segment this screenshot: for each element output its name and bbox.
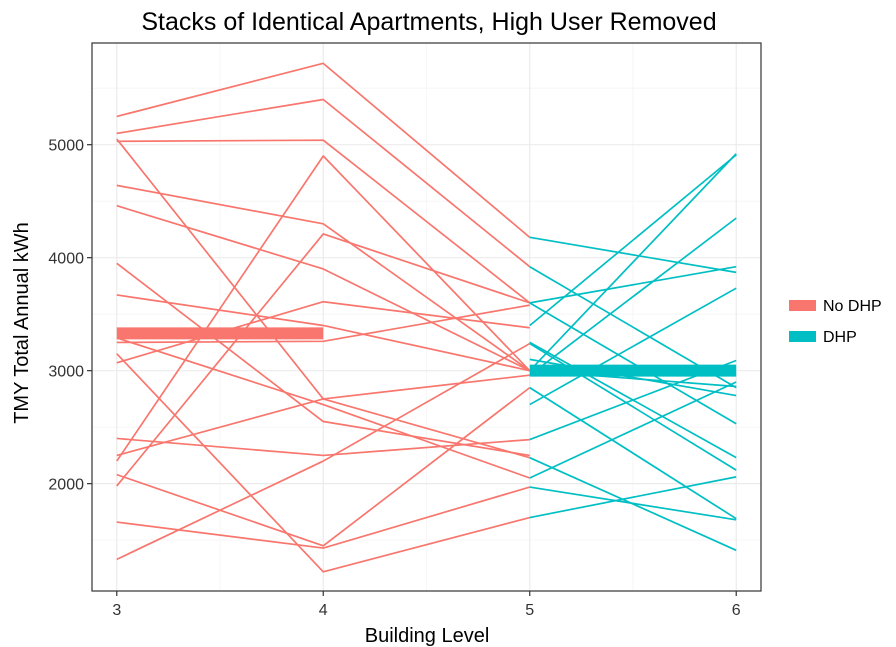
no-dhp-series-line [116, 139, 531, 304]
x-tick-label: 6 [732, 602, 741, 619]
no-dhp-series-line [116, 486, 530, 549]
dhp-series-line [529, 154, 737, 327]
no-dhp-series-line [116, 386, 531, 547]
grid [92, 43, 761, 591]
x-tick-label: 4 [319, 602, 328, 619]
dhp-series-line [529, 287, 737, 406]
axis-ticks: 3 4 5 6 2000 3000 4000 5000 [48, 138, 740, 619]
plot-panel [91, 42, 762, 592]
dhp-series-line [529, 386, 737, 520]
no-dhp-series-line [116, 204, 531, 372]
no-dhp-series-line [116, 342, 531, 561]
legend-swatch-dhp [789, 331, 816, 342]
data-lines [116, 62, 737, 573]
dhp-series-line [529, 342, 737, 471]
dhp-series-line [529, 153, 737, 372]
no-dhp-series-line [116, 233, 531, 487]
dhp-series-line [529, 381, 737, 479]
dhp-series-line [529, 486, 737, 521]
no-dhp-series-line [116, 62, 531, 238]
dhp-series-line [529, 236, 737, 274]
y-tick-label: 3000 [48, 364, 84, 381]
no-dhp-series-line [116, 98, 531, 268]
no-dhp-series-line [116, 437, 530, 457]
mean-lines [116, 327, 737, 377]
legend-swatch-no-dhp [789, 300, 816, 311]
x-tick-label: 5 [525, 602, 534, 619]
x-tick-label: 3 [112, 602, 121, 619]
legend-label-no-dhp: No DHP [823, 298, 882, 315]
dhp-series-line [529, 302, 737, 425]
legend-label-dhp: DHP [823, 329, 857, 346]
no-dhp-series-line [116, 155, 531, 462]
chart-title: Stacks of Identical Apartments, High Use… [141, 8, 716, 36]
dhp-series-line [529, 476, 737, 519]
y-tick-label: 4000 [48, 251, 84, 268]
y-axis-title: TMY Total Annual kWh [11, 222, 33, 424]
y-tick-label: 5000 [48, 138, 84, 155]
legend: No DHP DHP [786, 289, 882, 353]
no-dhp-series-line [116, 294, 530, 372]
no-dhp-series-line [116, 300, 530, 364]
x-axis-title: Building Level [365, 625, 490, 647]
dhp-series-line [529, 217, 737, 376]
no-dhp-series-line [116, 184, 531, 372]
y-tick-label: 2000 [48, 477, 84, 494]
no-dhp-series-line [116, 353, 530, 573]
